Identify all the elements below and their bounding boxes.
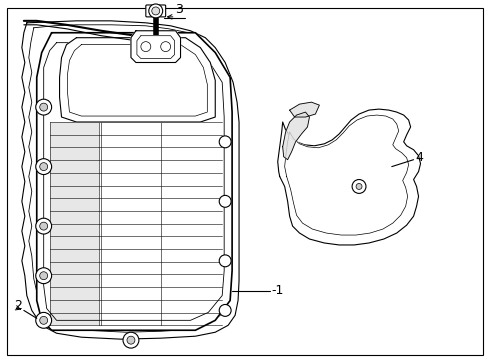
Text: -1: -1 <box>272 284 284 297</box>
Polygon shape <box>68 45 207 116</box>
Polygon shape <box>29 25 228 332</box>
Circle shape <box>152 7 160 15</box>
Circle shape <box>36 312 51 328</box>
Circle shape <box>40 103 48 111</box>
Circle shape <box>219 195 231 207</box>
Circle shape <box>36 268 51 284</box>
Text: 3: 3 <box>174 3 182 16</box>
Text: 4: 4 <box>416 151 423 164</box>
Polygon shape <box>22 21 239 339</box>
Circle shape <box>219 305 231 316</box>
Text: 2: 2 <box>14 299 22 312</box>
Polygon shape <box>283 112 310 160</box>
Circle shape <box>356 184 362 189</box>
Circle shape <box>219 136 231 148</box>
Circle shape <box>40 163 48 171</box>
Circle shape <box>40 316 48 324</box>
Circle shape <box>149 4 163 18</box>
Polygon shape <box>290 102 319 117</box>
Polygon shape <box>137 36 174 59</box>
Circle shape <box>352 180 366 193</box>
Circle shape <box>141 42 151 51</box>
Circle shape <box>36 99 51 115</box>
Circle shape <box>36 218 51 234</box>
Bar <box>49 122 99 325</box>
Polygon shape <box>37 33 232 330</box>
Circle shape <box>123 332 139 348</box>
Polygon shape <box>131 31 180 63</box>
Circle shape <box>40 272 48 280</box>
FancyBboxPatch shape <box>146 5 166 17</box>
Polygon shape <box>278 109 420 245</box>
Circle shape <box>36 159 51 175</box>
Circle shape <box>127 336 135 344</box>
Polygon shape <box>44 42 224 320</box>
Circle shape <box>219 255 231 267</box>
Circle shape <box>40 222 48 230</box>
Polygon shape <box>285 115 409 235</box>
Polygon shape <box>60 38 215 122</box>
Circle shape <box>161 42 171 51</box>
